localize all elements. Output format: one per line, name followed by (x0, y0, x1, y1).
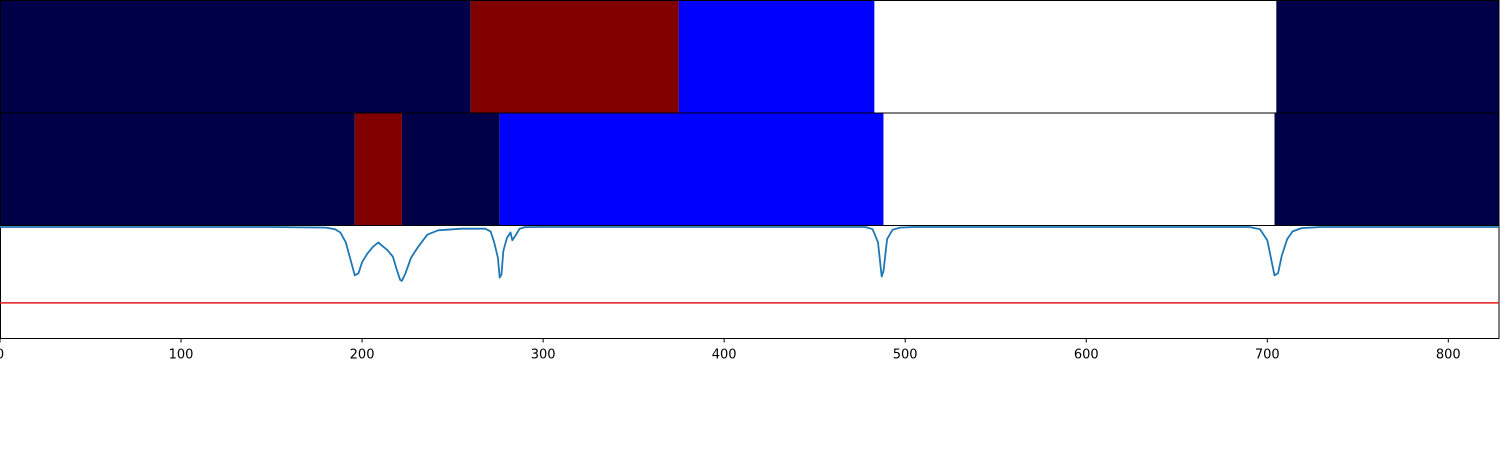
x-tick-label: 600 (1074, 348, 1099, 363)
segment-maroon (470, 0, 679, 113)
x-tick-label: 800 (1436, 348, 1461, 363)
x-tick-label: 0 (0, 348, 4, 363)
segment-navy (0, 0, 471, 113)
segment-maroon (354, 113, 402, 226)
signal-line (0, 226, 1499, 282)
signal-frame (0, 225, 1500, 339)
x-tick-label: 200 (350, 348, 375, 363)
x-tick-label: 300 (531, 348, 556, 363)
x-tick-label: 700 (1255, 348, 1280, 363)
segment-navy (401, 113, 500, 226)
x-tick-label: 400 (712, 348, 737, 363)
segment-blue (499, 113, 884, 226)
signal-panel (0, 225, 1500, 339)
x-tick-label: 100 (169, 348, 194, 363)
segment-blue (678, 0, 875, 113)
x-tick-label: 500 (893, 348, 918, 363)
segmentation-row-2 (0, 112, 1500, 226)
segmentation-row-1 (0, 0, 1500, 114)
segment-navy (0, 113, 355, 226)
segment-navy (1276, 0, 1499, 113)
segment-white (883, 113, 1275, 226)
segment-navy (1274, 113, 1499, 226)
x-axis: 0 100 200 300 400 500 600 700 800 (0, 338, 1461, 363)
segment-white (874, 0, 1277, 113)
